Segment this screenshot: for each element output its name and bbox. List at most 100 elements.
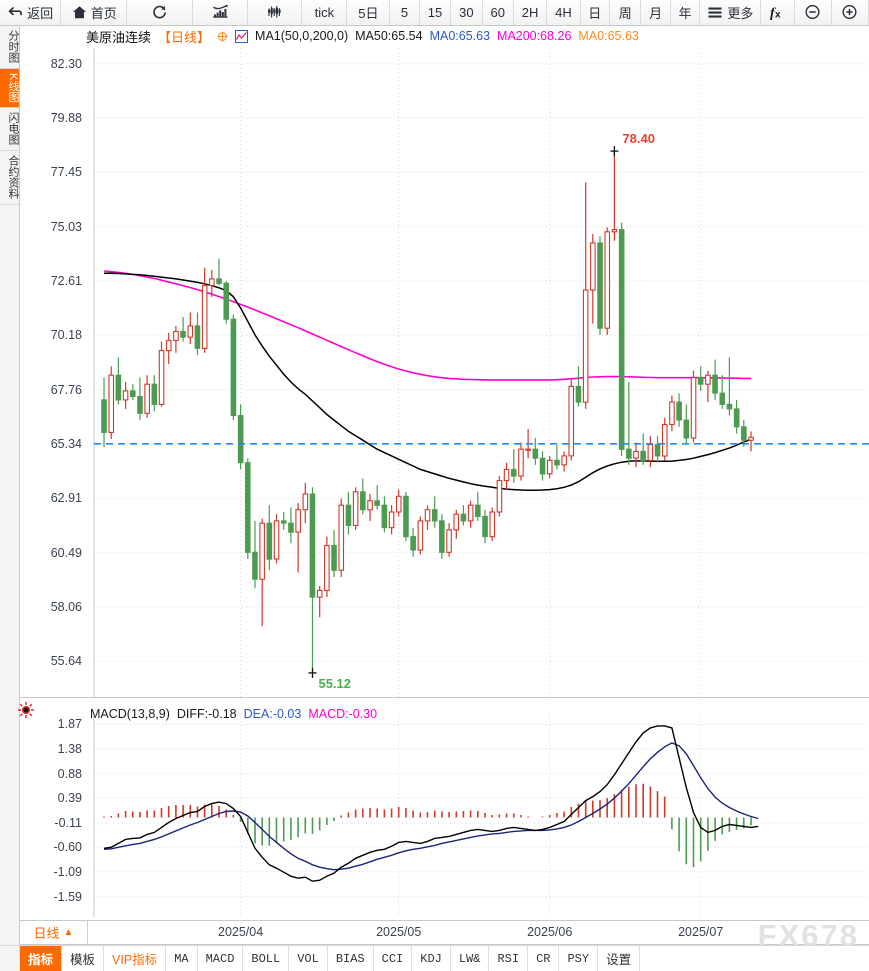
macd-chart-panel[interactable]: MACD(13,8,9) DIFF:-0.18 DEA:-0.03 MACD:-…	[17, 699, 869, 920]
refresh-icon	[151, 4, 168, 21]
date-axis-tick: 2025/04	[218, 925, 264, 939]
tab-settings[interactable]: 设置	[598, 946, 641, 971]
month-button-label: 月	[649, 6, 663, 21]
macd-axis-tick: -1.09	[53, 864, 83, 879]
tick-button-label: tick	[314, 5, 335, 20]
five-day-button-label: 5日	[358, 6, 379, 21]
macd-title: MACD(13,8,9)	[90, 707, 170, 721]
tab-ma[interactable]: MA	[166, 946, 198, 971]
price-axis-tick: 67.76	[50, 382, 82, 397]
indicator-toggle-sun-icon[interactable]	[17, 701, 35, 719]
refresh-button[interactable]	[127, 0, 194, 25]
tab-vip-indicators[interactable]: VIP指标	[104, 946, 167, 971]
tab-bias[interactable]: BIAS	[327, 946, 374, 971]
tick-button[interactable]: tick	[302, 0, 348, 25]
min5-button-label: 5	[400, 5, 409, 20]
year-button-label: 年	[678, 6, 692, 21]
indicator-settings-icon[interactable]	[235, 29, 249, 43]
macd-macd-value: MACD:-0.30	[308, 707, 378, 721]
hour2-button[interactable]: 2H	[513, 0, 548, 25]
tab-templates[interactable]: 模板	[62, 946, 105, 971]
tab-rsi[interactable]: RSI	[489, 946, 529, 971]
price-chart-legend: 美原油连续 【日线】 MA1(50,0,200,0) MA50:65.54 MA…	[86, 27, 639, 45]
tab-boll[interactable]: BOLL	[243, 946, 290, 971]
tab-vol[interactable]: VOL	[289, 946, 328, 971]
home-button[interactable]: 首页	[61, 0, 128, 25]
macd-axis-tick: 1.87	[57, 717, 82, 732]
ma50-value: MA50:65.54	[355, 29, 423, 43]
hour4-button[interactable]: 4H	[547, 0, 581, 25]
back-button[interactable]: 返回	[0, 0, 62, 25]
hour2-button-label: 2H	[521, 5, 539, 20]
ma-formula-label: MA1(50,0,200,0)	[255, 29, 349, 43]
tab-cci[interactable]: CCI	[373, 946, 413, 971]
macd-axis-tick: -0.60	[53, 840, 83, 855]
date-axis-tick: 2025/06	[527, 925, 573, 939]
bottombar-filler	[640, 946, 869, 971]
day-button[interactable]: 日	[580, 0, 611, 25]
five-day-button[interactable]: 5日	[347, 0, 391, 25]
macd-dea-value: DEA:-0.03	[243, 707, 302, 721]
chevron-up-icon: ▲	[63, 927, 74, 938]
macd-chart-canvas[interactable]	[20, 699, 869, 920]
tab-kdj[interactable]: KDJ	[412, 946, 451, 971]
min5-button[interactable]: 5	[390, 0, 420, 25]
date-axis-tick: 2025/07	[678, 925, 724, 939]
macd-legend: MACD(13,8,9) DIFF:-0.18 DEA:-0.03 MACD:-…	[90, 705, 377, 723]
min30-button[interactable]: 30	[451, 0, 483, 25]
tab-indicators[interactable]: 指标	[20, 946, 63, 971]
macd-axis-tick: 1.38	[57, 741, 82, 756]
zoom-in-icon	[841, 4, 858, 21]
macd-axis-tick: -0.11	[54, 816, 82, 830]
candlestick-button[interactable]	[247, 0, 303, 25]
crosshair-target-icon[interactable]	[217, 31, 228, 42]
indicator-toolbar: 指标 模板 VIP指标 MA MACD BOLL VOL BIAS CCI KDJ LW& RSI CR…	[0, 945, 869, 971]
hour4-button-label: 4H	[555, 5, 572, 20]
bottombar-spacer	[0, 946, 20, 971]
price-axis-tick: 70.18	[50, 328, 82, 343]
sidebar-item-kline[interactable]: K线图	[0, 69, 19, 109]
ma0b-value: MA0:65.63	[578, 29, 639, 43]
zoom-in-button[interactable]	[831, 0, 869, 25]
macd-axis-tick: 0.39	[57, 791, 82, 806]
macd-axis-tick: -1.59	[53, 889, 83, 904]
period-selector-button[interactable]: 日线 ▲	[20, 921, 88, 944]
more-button[interactable]: 更多	[700, 0, 762, 25]
tab-psy[interactable]: PSY	[559, 946, 599, 971]
price-chart-panel[interactable]: 美原油连续 【日线】 MA1(50,0,200,0) MA50:65.54 MA…	[20, 26, 869, 698]
year-button[interactable]: 年	[670, 0, 701, 25]
back-arrow-icon	[7, 4, 24, 21]
sidebar-item-time-share[interactable]: 分时图	[0, 26, 19, 69]
tab-cr[interactable]: CR	[528, 946, 560, 971]
trend-chart-button[interactable]	[193, 0, 248, 25]
high-price-annotation: 78.40	[622, 131, 655, 147]
sidebar-item-flash[interactable]: 闪电图	[0, 108, 19, 152]
top-toolbar: 返回 首页 tick 5日 5 15 30 60 2H 4H 日 周 月年 更多 f x	[0, 0, 869, 26]
macd-diff-value: DIFF:-0.18	[176, 707, 237, 721]
zoom-out-button[interactable]	[794, 0, 832, 25]
min60-button[interactable]: 60	[482, 0, 514, 25]
min15-button[interactable]: 15	[419, 0, 452, 25]
week-button[interactable]: 周	[610, 0, 642, 25]
trend-chart-icon	[212, 4, 229, 21]
home-icon	[71, 4, 88, 21]
price-axis-tick: 82.30	[50, 56, 82, 71]
low-price-annotation: 55.12	[318, 675, 352, 691]
svg-text:f: f	[770, 6, 776, 21]
sidebar-item-contract-info[interactable]: 合约资料	[0, 151, 19, 206]
price-axis-tick: 72.61	[50, 273, 82, 288]
month-button[interactable]: 月	[641, 0, 671, 25]
min60-button-label: 60	[490, 5, 505, 20]
date-axis-tick: 2025/05	[376, 925, 422, 939]
day-button-label: 日	[588, 6, 602, 21]
min15-button-label: 15	[427, 5, 443, 20]
tab-macd[interactable]: MACD	[197, 946, 244, 971]
price-axis-tick: 65.34	[50, 436, 82, 451]
zoom-out-icon	[804, 4, 821, 21]
ma200-value: MA200:68.26	[497, 29, 572, 43]
price-chart-canvas[interactable]	[20, 26, 869, 698]
tab-lwr[interactable]: LW&	[450, 946, 490, 971]
